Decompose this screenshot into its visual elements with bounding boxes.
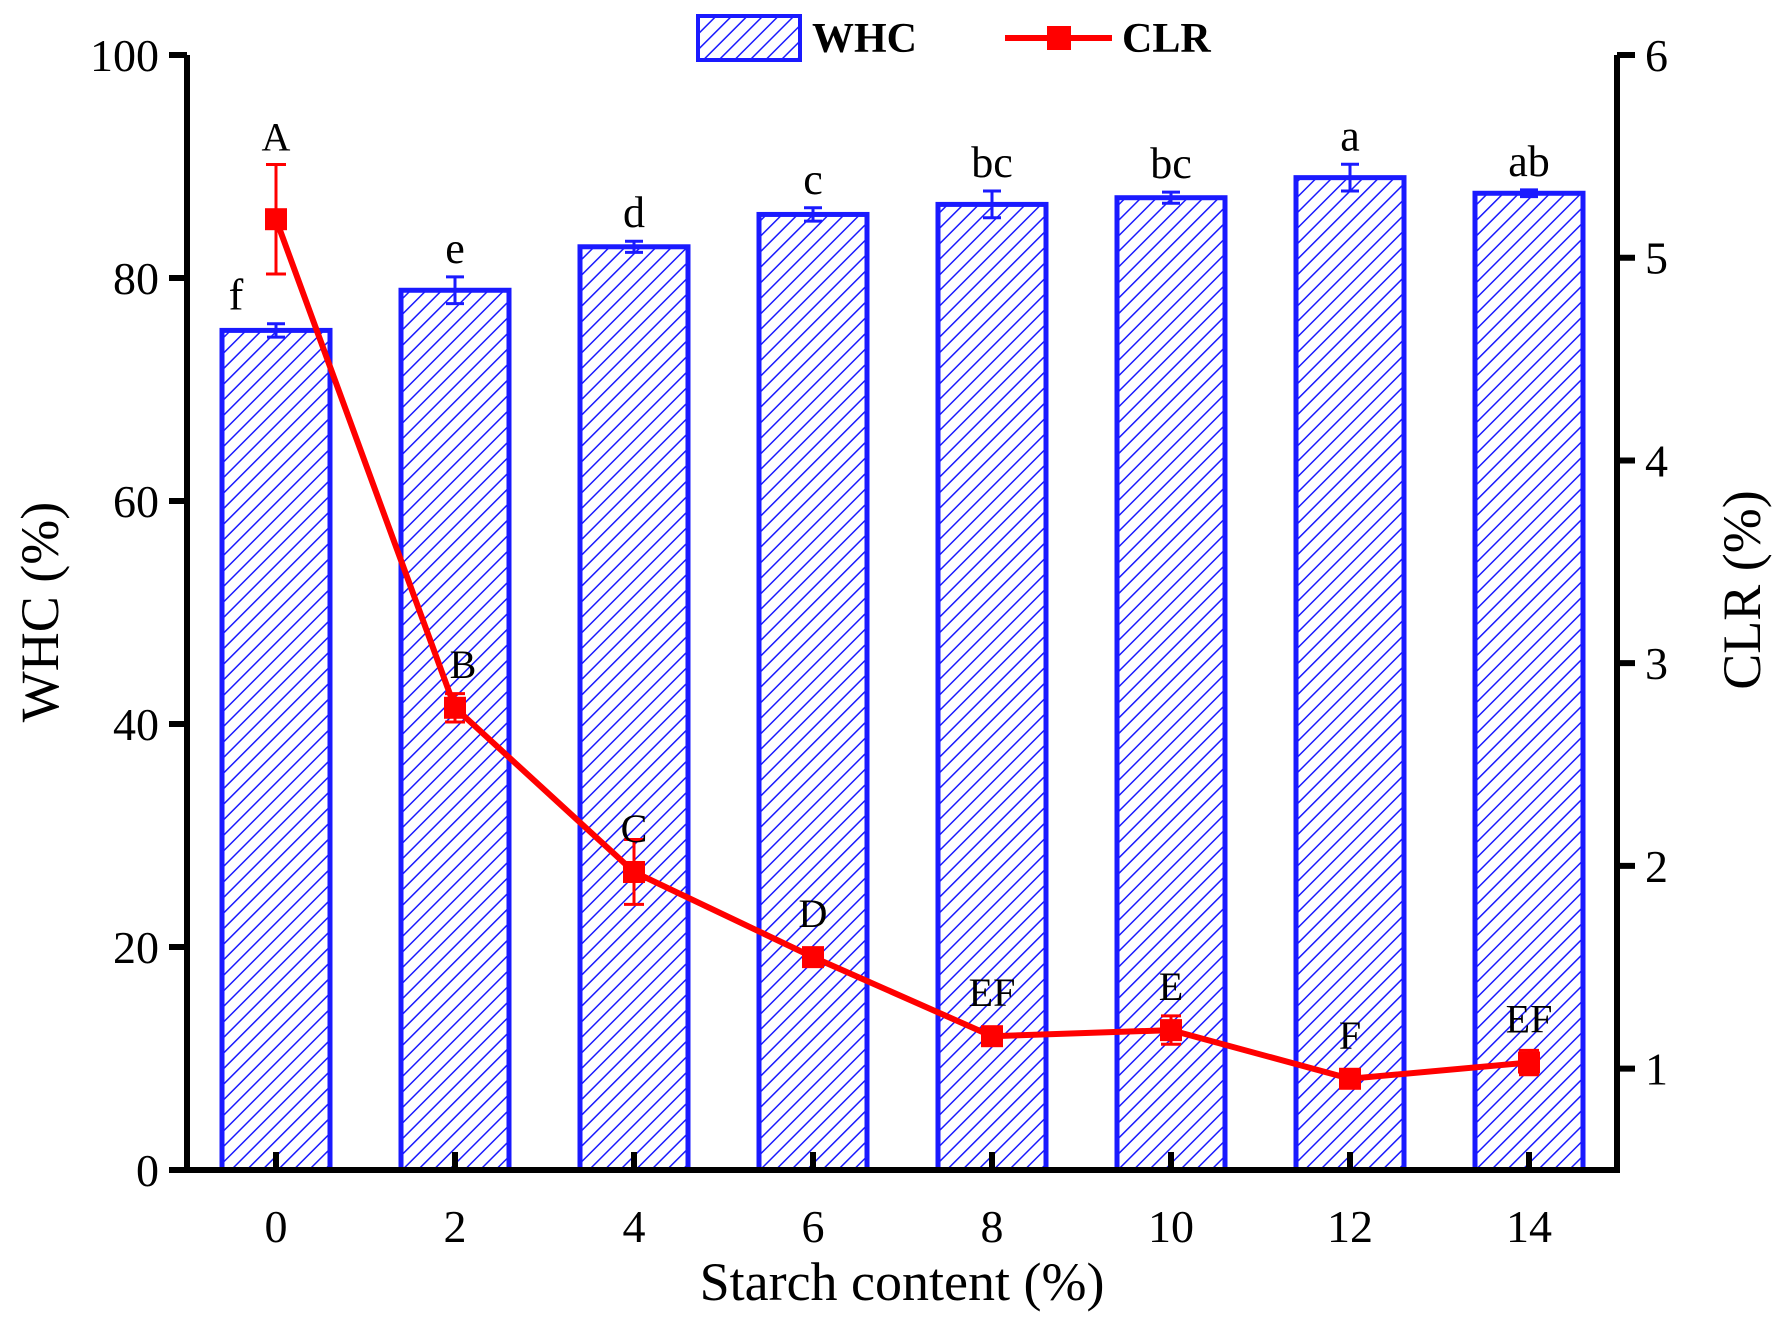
clr-significance-label: E [1159, 964, 1183, 1009]
whc-bar [577, 244, 691, 1173]
x-tick-label: 14 [1506, 1201, 1552, 1252]
clr-marker [981, 1025, 1003, 1048]
clr-marker [1160, 1019, 1182, 1042]
clr-significance-label: C [621, 806, 648, 851]
whc-bar [398, 287, 512, 1173]
x-tick-label: 12 [1327, 1201, 1373, 1252]
clr-significance-label: F [1339, 1013, 1361, 1058]
whc-significance-label: bc [971, 138, 1013, 187]
x-tick-label: 2 [444, 1201, 467, 1252]
clr-marker [802, 946, 824, 969]
y-axis-right-label: CLR (%) [1712, 490, 1772, 689]
whc-bar [219, 327, 333, 1173]
x-tick-label: 4 [623, 1201, 646, 1252]
legend-whc-label: WHC [812, 16, 917, 62]
y-right-tick-label: 6 [1645, 30, 1668, 81]
y-right-tick-label: 4 [1645, 435, 1668, 486]
whc-bar [935, 201, 1049, 1173]
clr-significance-label: EF [969, 970, 1016, 1015]
whc-significance-label: d [623, 188, 645, 237]
y-left-tick-label: 40 [113, 699, 159, 750]
whc-significance-label: bc [1150, 139, 1192, 188]
x-tick-label: 8 [981, 1201, 1004, 1252]
y-left-tick-label: 20 [113, 922, 159, 973]
clr-marker [444, 696, 466, 719]
x-tick-label: 10 [1148, 1201, 1194, 1252]
legend-clr-label: CLR [1122, 16, 1211, 62]
whc-significance-label: e [445, 224, 465, 273]
x-tick-label: 6 [802, 1201, 825, 1252]
clr-significance-label: D [799, 891, 828, 936]
clr-significance-label: B [450, 642, 477, 687]
clr-marker [265, 208, 287, 231]
clr-marker [1339, 1067, 1361, 1090]
x-tick-label: 0 [265, 1201, 288, 1252]
y-right-tick-label: 2 [1645, 841, 1668, 892]
legend: WHC CLR [696, 14, 1211, 62]
whc-significance-label: c [803, 155, 823, 204]
y-left-tick-label: 100 [90, 30, 159, 81]
legend-clr-marker [1047, 26, 1071, 50]
clr-marker [1518, 1051, 1540, 1074]
x-axis-label: Starch content (%) [700, 1252, 1105, 1312]
clr-significance-label: A [262, 114, 291, 159]
clr-marker [623, 860, 645, 883]
y-right-tick-label: 1 [1645, 1044, 1668, 1095]
y-right-tick-label: 3 [1645, 638, 1668, 689]
whc-significance-label: a [1340, 111, 1360, 160]
whc-significance-label: ab [1508, 137, 1550, 186]
whc-bars: f e d c bc bc a ab [219, 111, 1586, 1173]
whc-bar [1114, 195, 1228, 1173]
whc-bar [756, 211, 870, 1173]
y-left-tick-label: 80 [113, 253, 159, 304]
clr-series-line [273, 218, 1530, 1082]
legend-whc-swatch [696, 14, 802, 62]
y-left-tick-label: 0 [136, 1145, 159, 1196]
y-right-tick-label: 5 [1645, 233, 1668, 284]
y-axis-left-label: WHC (%) [10, 502, 70, 722]
y-left-tick-label: 60 [113, 476, 159, 527]
whc-significance-label: f [229, 271, 244, 320]
clr-significance-label: EF [1506, 997, 1553, 1042]
